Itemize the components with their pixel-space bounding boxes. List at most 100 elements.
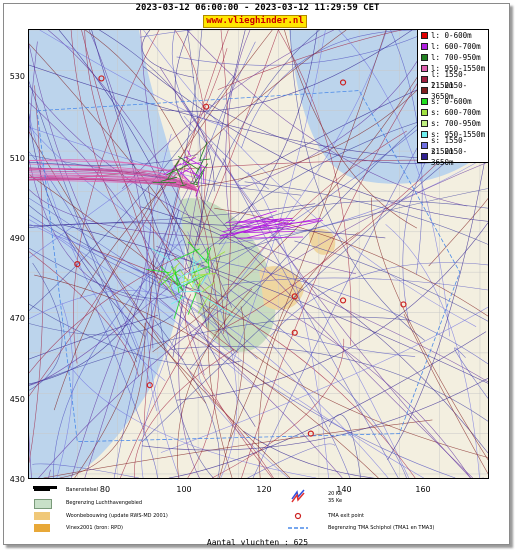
- flight-track: [184, 169, 201, 177]
- scale-bar: [33, 486, 57, 489]
- key-tma-boundary-label: Begrenzing TMA Schiphol (TMA1 en TMA3): [328, 525, 435, 531]
- flight-track: [29, 41, 38, 478]
- legend-item: s: 0-600m: [418, 96, 488, 107]
- map-key: Banenstelsel Begrenzing Luchthavengebied…: [28, 480, 487, 540]
- flight-track: [178, 167, 191, 175]
- site-link[interactable]: www.vlieghinder.nl: [203, 15, 307, 28]
- legend-swatch: [421, 131, 428, 138]
- flight-track: [187, 231, 238, 478]
- flight-track: [84, 30, 231, 315]
- flight-track: [200, 302, 488, 458]
- flight-track: [29, 303, 242, 366]
- flight-track: [241, 67, 428, 478]
- urban-zone: [309, 228, 336, 255]
- flight-track: [403, 313, 488, 474]
- flight-track: [183, 274, 206, 286]
- flight-track: [186, 367, 274, 478]
- flight-track: [197, 276, 204, 287]
- flight-track: [176, 30, 433, 66]
- flight-track: [190, 260, 194, 284]
- flight-track: [174, 269, 180, 294]
- key-runway-label: Banenstelsel: [66, 487, 99, 493]
- flight-track: [182, 159, 200, 179]
- flight-track: [328, 414, 361, 478]
- tma-exit-point: [291, 329, 298, 336]
- flight-track: [152, 30, 447, 353]
- legend-label: l: 600-700m: [431, 42, 481, 51]
- flight-track: [29, 44, 184, 361]
- flight-track: [163, 163, 182, 176]
- x-tick-label: 100: [176, 485, 192, 494]
- flight-track: [65, 232, 291, 478]
- legend-swatch: [421, 65, 428, 72]
- flight-track: [189, 182, 198, 186]
- flight-track: [194, 160, 204, 177]
- legend-swatch: [421, 32, 428, 39]
- legend-swatch: [421, 43, 428, 50]
- flight-track: [152, 260, 214, 478]
- key-airport-label: Begrenzing Luchthavengebied: [66, 500, 143, 506]
- flight-track: [191, 281, 197, 288]
- tma-exit-point: [400, 301, 407, 308]
- legend-item: l: 700-950m: [418, 52, 488, 63]
- flight-track: [244, 181, 488, 245]
- legend-swatch: [421, 120, 428, 127]
- legend-label: s: 1550-2150m: [431, 135, 468, 156]
- key-ke35-label: 35 Ke: [328, 498, 343, 504]
- flight-track: [29, 314, 174, 336]
- flight-track: [289, 283, 488, 383]
- housing-swatch: [34, 512, 50, 520]
- legend-item: s: 2150-3650m: [418, 147, 488, 167]
- legend-item: s: 1550-2150m: [418, 136, 488, 156]
- flight-track: [29, 268, 191, 386]
- flight-track: [195, 185, 201, 197]
- flight-track: [197, 167, 202, 186]
- flight-track: [29, 189, 257, 239]
- flight-track: [174, 30, 192, 132]
- flight-track: [29, 73, 236, 311]
- flight-track: [29, 48, 228, 397]
- flight-track: [185, 294, 273, 478]
- legend-item: s: 700-950m: [418, 118, 488, 129]
- flight-track: [454, 347, 488, 399]
- flight-track: [187, 241, 209, 264]
- flight-track: [113, 41, 256, 478]
- flight-track: [79, 30, 347, 299]
- flight-track: [29, 153, 198, 166]
- flight-track: [164, 155, 488, 246]
- flight-track: [29, 172, 199, 192]
- flight-track: [171, 296, 186, 305]
- map-canvas: [29, 30, 488, 478]
- legend-swatch: [421, 87, 428, 94]
- flight-track: [178, 187, 200, 478]
- x-tick-label: 140: [336, 485, 352, 494]
- flight-track: [29, 197, 258, 360]
- flight-track: [48, 30, 233, 308]
- flight-track: [159, 67, 471, 478]
- flight-track: [81, 30, 160, 287]
- flight-track: [150, 247, 171, 262]
- flight-track: [141, 240, 227, 478]
- flight-track: [160, 30, 413, 112]
- flight-track: [243, 231, 295, 233]
- flight-track: [187, 150, 192, 157]
- flight-track: [29, 290, 218, 330]
- legend-swatch: [421, 142, 428, 149]
- legend-label: s: 700-950m: [431, 119, 481, 128]
- flight-track: [53, 234, 389, 478]
- legend-swatch: [421, 98, 428, 105]
- legend-item: l: 1550-2150m: [418, 70, 488, 90]
- flight-track: [63, 224, 488, 384]
- flight-track: [187, 292, 197, 315]
- flight-track: [29, 176, 199, 192]
- flight-track: [160, 306, 488, 453]
- flight-track: [191, 265, 210, 274]
- tma-exit-point: [98, 75, 105, 82]
- flight-track: [201, 282, 215, 293]
- flight-track: [229, 288, 407, 478]
- flight-track: [29, 113, 146, 337]
- flight-track: [199, 196, 473, 478]
- flight-track: [199, 141, 208, 160]
- flight-track: [237, 236, 304, 239]
- flight-track: [191, 254, 201, 278]
